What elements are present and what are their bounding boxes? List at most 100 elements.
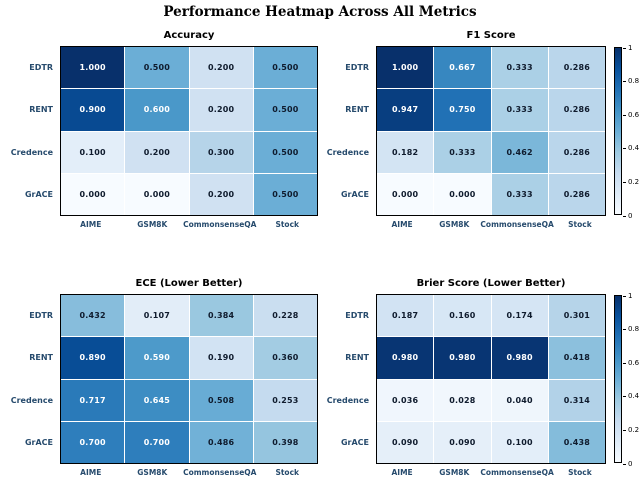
- col-label: AIME: [391, 468, 413, 477]
- colorbar-tick-mark: [623, 47, 626, 49]
- subplot-f1-score: F1 Score EDTR RENT Credence GrACE 1.000 0.66…: [326, 30, 640, 232]
- heatmap-cell: 0.333: [491, 173, 548, 215]
- row-label: EDTR: [29, 310, 53, 320]
- heatmap-cell: 0.384: [189, 295, 253, 337]
- heatmap-cell: 0.000: [377, 173, 434, 215]
- heatmap-cell: 0.398: [253, 421, 317, 463]
- subplot-accuracy: Accuracy EDTR RENT Credence GrACE 1.000 0.50…: [10, 30, 318, 232]
- colorbar-tick-label: 0.8: [628, 325, 640, 334]
- heatmap-cell: 0.750: [434, 89, 491, 131]
- heatmap-column: 0.432 0.107 0.384 0.228 0.890 0.590 0.190 0.360…: [60, 294, 318, 480]
- colorbar-tick-label: 1: [628, 43, 633, 52]
- heatmap-cell: 0.432: [61, 295, 125, 337]
- colorbar-tick-mark: [623, 362, 626, 364]
- colorbar-tick-label: 0: [628, 459, 633, 468]
- heatmap-cell: 1.000: [377, 47, 434, 89]
- colorbar-tick-mark: [623, 215, 626, 217]
- row-label: GrACE: [24, 438, 53, 448]
- col-label: Stock: [568, 468, 592, 477]
- colorbar-tick: 0.2: [623, 178, 639, 186]
- subplot-brier-score: Brier Score (Lower Better) EDTR RENT Crede…: [326, 278, 640, 480]
- col-label: CommonsenseQA: [183, 468, 257, 477]
- colorbar-tick: 0.8: [623, 326, 639, 334]
- colorbar-tick: 0: [623, 212, 632, 220]
- heatmap-cell: 0.090: [377, 421, 434, 463]
- col-label: GSM8K: [439, 220, 470, 229]
- heatmap-cell: 0.980: [434, 337, 491, 379]
- heatmap-cell: 0.286: [548, 173, 605, 215]
- heatmap-grid: 1.000 0.500 0.200 0.500 0.900 0.600 0.200 0.500…: [60, 46, 318, 216]
- heatmap-cell: 0.600: [125, 89, 189, 131]
- colorbar-tick-label: 1: [628, 291, 633, 300]
- heatmap-cell: 0.645: [125, 379, 189, 421]
- heatmap-cell: 0.107: [125, 295, 189, 337]
- col-label: AIME: [80, 468, 102, 477]
- colorbar-tick: 0: [623, 460, 632, 468]
- col-label: CommonsenseQA: [480, 468, 554, 477]
- heatmap-cell: 0.160: [434, 295, 491, 337]
- heatmap-cell: 0.590: [125, 337, 189, 379]
- row-label: RENT: [29, 105, 53, 115]
- row-label: GrACE: [340, 438, 369, 448]
- row-label: EDTR: [345, 310, 369, 320]
- row-labels: EDTR RENT Credence GrACE: [326, 294, 376, 464]
- col-labels: AIME GSM8K CommonsenseQA Stock: [376, 216, 606, 232]
- heatmap-cell: 0.028: [434, 379, 491, 421]
- colorbar-tick-mark: [623, 329, 626, 331]
- heatmap-cell: 0.000: [61, 173, 125, 215]
- row-label: EDTR: [29, 62, 53, 72]
- heatmap-cell: 0.667: [434, 47, 491, 89]
- row-label: EDTR: [345, 62, 369, 72]
- row-label: RENT: [345, 105, 369, 115]
- subplot-body: EDTR RENT Credence GrACE 0.187 0.160 0.174 0.3…: [326, 291, 640, 480]
- col-label: CommonsenseQA: [480, 220, 554, 229]
- heatmap-cell: 0.700: [125, 421, 189, 463]
- colorbar-tick-mark: [623, 396, 626, 398]
- colorbar-tick-label: 0.2: [628, 425, 640, 434]
- heatmap-cell: 0.980: [491, 337, 548, 379]
- heatmap-cell: 0.500: [253, 131, 317, 173]
- col-labels: AIME GSM8K CommonsenseQA Stock: [376, 464, 606, 480]
- colorbar-tick-label: 0.2: [628, 177, 640, 186]
- heatmap-cell: 1.000: [61, 47, 125, 89]
- heatmap-cell: 0.980: [377, 337, 434, 379]
- colorbar-tick-label: 0.6: [628, 358, 640, 367]
- subplot-title: ECE (Lower Better): [135, 278, 243, 289]
- row-label: GrACE: [24, 190, 53, 200]
- row-label: Credence: [326, 395, 369, 405]
- heatmap-cell: 0.333: [434, 131, 491, 173]
- heatmap-cell: 0.200: [189, 47, 253, 89]
- row-labels: EDTR RENT Credence GrACE: [10, 294, 60, 464]
- heatmap-cell: 0.360: [253, 337, 317, 379]
- colorbar-gradient: [614, 47, 622, 215]
- heatmap-cell: 0.182: [377, 131, 434, 173]
- heatmap-cell: 0.000: [434, 173, 491, 215]
- row-label: Credence: [326, 147, 369, 157]
- colorbar-tick-mark: [623, 181, 626, 183]
- heatmap-cell: 0.100: [491, 421, 548, 463]
- colorbar-tick-mark: [623, 81, 626, 83]
- subplot-body: EDTR RENT Credence GrACE 1.000 0.500 0.200 0.5…: [10, 46, 318, 232]
- col-label: Stock: [568, 220, 592, 229]
- colorbar-tick-label: 0.4: [628, 392, 640, 401]
- row-label: Credence: [10, 395, 53, 405]
- colorbar-tick-label: 0.8: [628, 77, 640, 86]
- row-label: RENT: [345, 353, 369, 363]
- heatmap-cell: 0.100: [61, 131, 125, 173]
- heatmap-cell: 0.253: [253, 379, 317, 421]
- heatmap-cell: 0.500: [125, 47, 189, 89]
- colorbar-tick-label: 0: [628, 211, 633, 220]
- col-label: Stock: [275, 468, 300, 477]
- subplot-title: Brier Score (Lower Better): [416, 278, 566, 289]
- subplot-title: Accuracy: [163, 30, 215, 41]
- colorbar-tick-mark: [623, 429, 626, 431]
- row-label: Credence: [10, 147, 53, 157]
- subplot-body: EDTR RENT Credence GrACE 0.432 0.107 0.384 0.2…: [10, 294, 318, 480]
- colorbar-tick: 0.4: [623, 145, 639, 153]
- heatmap-cell: 0.301: [548, 295, 605, 337]
- heatmap-cell: 0.036: [377, 379, 434, 421]
- heatmap-cell: 0.500: [253, 47, 317, 89]
- colorbar-tick: 0.6: [623, 111, 639, 119]
- heatmap-cell: 0.228: [253, 295, 317, 337]
